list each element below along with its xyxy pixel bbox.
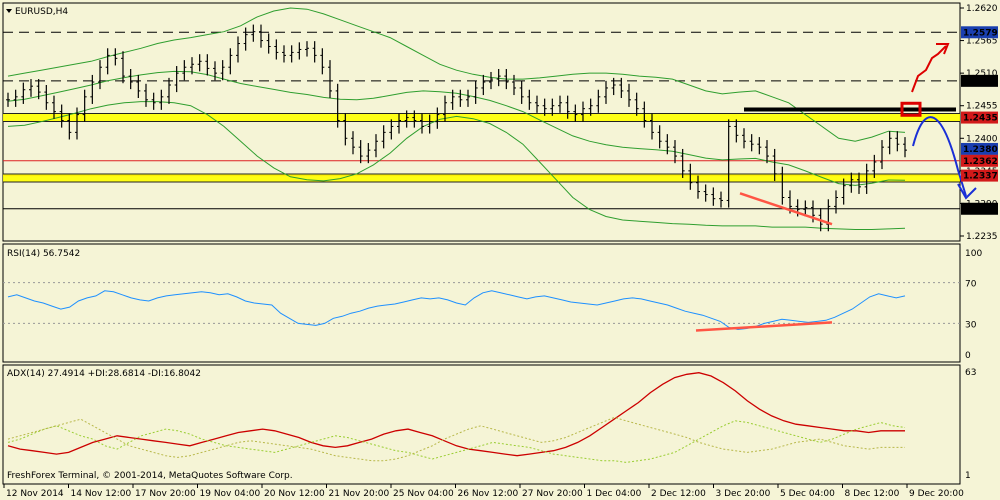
time-axis-label: 12 Nov 2014 <box>6 489 64 499</box>
time-axis-label: 21 Nov 20:00 <box>329 489 390 499</box>
time-axis-label: 25 Nov 04:00 <box>393 489 454 499</box>
symbol-dropdown-icon <box>6 9 12 13</box>
resistance-box <box>744 107 956 112</box>
adx-axis-label: 1 <box>965 471 971 481</box>
adx-axis-label: 63 <box>965 368 976 378</box>
price-axis-label: 1.2565 <box>966 37 998 47</box>
blue-scenario-arrow <box>912 116 967 197</box>
level-yellow-zone <box>3 173 960 182</box>
price-tag-bg <box>961 26 998 39</box>
price-pane-title: EURUSD,H4 <box>15 7 68 17</box>
price-tag-label: 1.2435 <box>963 114 998 124</box>
price-axis-label: 1.2235 <box>966 232 998 242</box>
red-scenario-arrow <box>911 45 947 93</box>
price-tag-label: 1.2380 <box>963 145 998 155</box>
price-tag-label: 1.2362 <box>963 157 998 167</box>
rsi-axis-label: 30 <box>965 320 977 330</box>
pane-frame-2 <box>2 243 961 363</box>
time-axis-label: 27 Nov 20:00 <box>522 489 583 499</box>
price-tag-bg <box>961 169 998 182</box>
price-tag-bg <box>961 111 998 124</box>
price-tag-label: 1.2337 <box>963 172 998 182</box>
price-tag-label: 1.2497 <box>963 77 998 87</box>
rsi-divergence-line <box>695 321 833 332</box>
price-divergence-line <box>739 192 833 226</box>
rsi-line <box>7 290 906 331</box>
time-axis-label: 3 Dec 20:00 <box>716 489 771 499</box>
footer-copyright: FreshForex Terminal, © 2001-2014, MetaQu… <box>7 471 293 481</box>
price-tag-bg <box>961 74 998 87</box>
price-axis-label: 1.2620 <box>966 4 998 14</box>
time-axis-label: 14 Nov 12:00 <box>71 489 132 499</box>
price-tag-label: 1.2579 <box>963 28 998 38</box>
rsi-pane-title: RSI(14) 56.7542 <box>7 249 80 259</box>
price-axis-label: 1.2510 <box>966 69 998 79</box>
time-axis-label: 9 Dec 20:00 <box>909 489 964 499</box>
time-axis-label: 8 Dec 12:00 <box>845 489 900 499</box>
bollinger-lower-line <box>7 101 906 230</box>
price-tag-bg <box>961 154 998 167</box>
time-axis-label: 19 Nov 04:00 <box>200 489 261 499</box>
price-axis-label: 1.2400 <box>966 134 998 144</box>
level-yellow-zone <box>3 113 960 122</box>
rsi-axis-label: 70 <box>965 280 977 290</box>
time-axis-label: 5 Dec 04:00 <box>780 489 835 499</box>
adx-series-adx <box>7 372 905 457</box>
price-axis-label: 1.2455 <box>966 102 998 112</box>
red-arrow-head <box>936 43 950 55</box>
time-axis-label: 2 Dec 12:00 <box>651 489 706 499</box>
red-target-square <box>900 101 922 117</box>
rsi-axis-label: 0 <box>965 351 971 361</box>
adx-series-di <box>7 420 906 463</box>
time-axis-label: 17 Nov 20:00 <box>135 489 196 499</box>
pane-frame-3 <box>2 364 961 485</box>
time-axis-label: 1 Dec 04:00 <box>587 489 642 499</box>
bollinger-upper-line <box>7 7 906 142</box>
bollinger-middle-line <box>7 70 906 186</box>
adx-series-di <box>7 416 905 462</box>
price-tag-bg <box>961 202 998 215</box>
price-tag-label: 1.2281 <box>963 205 998 215</box>
blue-arrow-head <box>957 183 977 200</box>
price-tag-bg <box>961 142 998 155</box>
time-axis-label: 20 Nov 12:00 <box>264 489 325 499</box>
time-axis-label: 26 Nov 12:00 <box>458 489 519 499</box>
rsi-axis-label: 100 <box>965 249 982 259</box>
adx-pane-title: ADX(14) 27.4914 +DI:28.6814 -DI:16.8042 <box>7 369 201 379</box>
